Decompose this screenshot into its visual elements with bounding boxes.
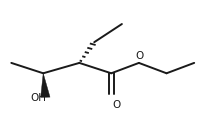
Text: OH: OH: [30, 93, 46, 103]
Polygon shape: [41, 73, 50, 97]
Text: O: O: [112, 100, 121, 110]
Text: O: O: [136, 51, 144, 61]
